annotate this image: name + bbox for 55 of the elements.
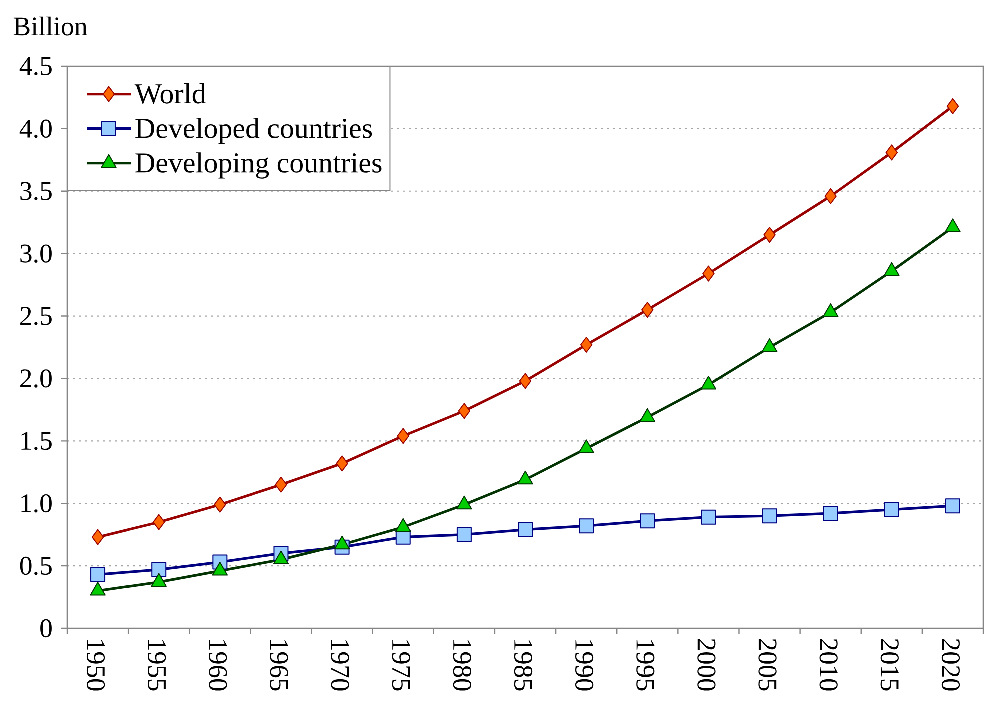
x-tick-label: 2020 (942, 639, 960, 691)
y-tick-label: 0 (40, 619, 52, 638)
point (519, 373, 532, 390)
point (945, 498, 960, 514)
point (580, 337, 593, 353)
x-tick-label: 1955 (148, 640, 166, 691)
legend-label: Developed countries (136, 118, 372, 144)
point (640, 514, 656, 529)
point (642, 302, 654, 318)
point (152, 514, 166, 530)
point (92, 529, 104, 546)
x-tick-label: 1950 (86, 640, 106, 691)
point (90, 567, 106, 582)
point (824, 188, 837, 204)
y-tick-label: 1.0 (22, 494, 52, 513)
point (275, 476, 288, 493)
legend-label: World (134, 83, 206, 104)
point (762, 508, 778, 524)
y-tick-label: 2.5 (20, 307, 52, 326)
point (946, 98, 960, 114)
y-tick-label: 3.0 (20, 244, 52, 263)
point (336, 456, 348, 472)
x-tick-label: 1990 (575, 640, 594, 691)
point (884, 502, 900, 518)
point (579, 518, 594, 534)
point (886, 144, 898, 161)
y-tick-label: 4.5 (20, 57, 52, 76)
x-tick-label: 2015 (880, 639, 899, 691)
x-tick-label: 1965 (270, 640, 288, 691)
y-axis-title: Billion (14, 16, 88, 36)
point (152, 562, 167, 578)
point (764, 227, 776, 244)
x-tick-label: 1980 (453, 640, 472, 691)
x-tick-label: 2010 (820, 639, 838, 691)
x-tick-label: 1960 (209, 640, 228, 691)
point (702, 266, 715, 282)
x-tick-label: 1970 (331, 640, 350, 691)
x-tick-label: 1995 (636, 640, 655, 691)
point (456, 527, 472, 542)
point (823, 506, 838, 522)
x-tick-label: 1985 (514, 640, 533, 691)
x-tick-label: 2005 (758, 639, 777, 691)
y-tick-label: 3.5 (20, 182, 52, 200)
point (458, 403, 471, 420)
y-tick-label: 0.5 (20, 556, 52, 576)
legend-label: Developing countries (136, 152, 382, 179)
point (397, 428, 410, 444)
point (701, 510, 716, 525)
x-tick-label: 1975 (392, 640, 410, 691)
point (214, 496, 226, 513)
y-tick-label: 1.5 (22, 432, 52, 450)
y-tick-label: 2.0 (20, 370, 52, 388)
y-tick-label: 4.0 (20, 120, 52, 138)
point (518, 522, 534, 538)
x-tick-label: 2000 (698, 639, 716, 691)
